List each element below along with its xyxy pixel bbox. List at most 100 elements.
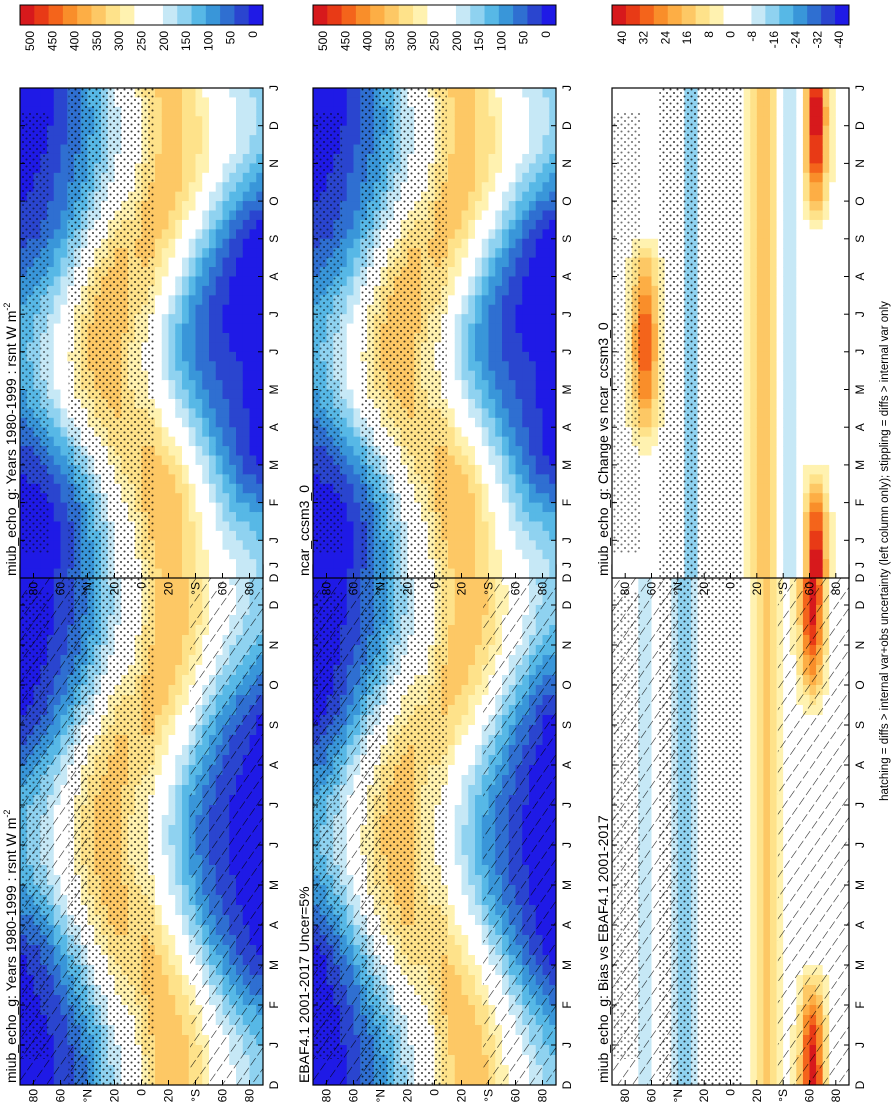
heatmap-cell	[47, 408, 55, 419]
heatmap-cell	[215, 427, 224, 438]
heatmap-cell	[47, 361, 55, 372]
colorbar-tick-label: 8	[702, 31, 716, 38]
heatmap-cell	[236, 106, 244, 117]
heatmap-cell	[155, 635, 163, 646]
heatmap-cell	[195, 267, 203, 278]
heatmap-cell	[155, 1005, 163, 1016]
heatmap-cell	[236, 474, 244, 485]
heatmap-cell	[209, 483, 217, 494]
heatmap-cell	[209, 464, 217, 475]
heatmap-cell	[168, 585, 176, 596]
heatmap-cell	[236, 333, 244, 344]
heatmap-cell	[175, 201, 183, 212]
heatmap-cell	[215, 398, 224, 409]
heatmap-cell	[53, 502, 62, 513]
heatmap-cell	[215, 502, 224, 513]
heatmap-cell	[182, 417, 190, 428]
heatmap-cell	[249, 248, 257, 259]
heatmap-cell	[236, 351, 244, 362]
heatmap-cell	[242, 530, 251, 541]
heatmap-cell	[222, 144, 230, 155]
heatmap-cell	[53, 153, 62, 164]
heatmap-cell	[182, 238, 190, 249]
heatmap-cell	[175, 625, 183, 636]
heatmap-cell	[249, 446, 257, 457]
heatmap-cell	[155, 615, 163, 626]
heatmap-cell	[249, 370, 257, 381]
heatmap-cell	[249, 474, 257, 485]
heatmap-cell	[53, 182, 62, 193]
heatmap-cell	[161, 1065, 170, 1076]
heatmap-cell	[175, 815, 183, 826]
heatmap-cell	[168, 845, 176, 856]
heatmap-cell	[242, 106, 251, 117]
heatmap-cell	[47, 238, 55, 249]
heatmap-cell	[182, 267, 190, 278]
heatmap-cell	[209, 88, 217, 99]
heatmap-cell	[168, 408, 176, 419]
heatmap-cell	[155, 521, 163, 532]
heatmap-cell	[215, 493, 224, 504]
month-tick-label: J	[267, 562, 281, 568]
heatmap-cell	[161, 785, 170, 796]
heatmap-cell	[236, 361, 244, 372]
heatmap-cell	[60, 125, 68, 136]
heatmap-cell	[161, 715, 170, 726]
lat-tick-label: 0	[135, 582, 149, 589]
heatmap-cell	[229, 474, 237, 485]
heatmap-cell	[182, 915, 190, 926]
heatmap-cell	[222, 361, 230, 372]
heatmap-cell	[182, 715, 190, 726]
heatmap-cell	[242, 248, 251, 259]
heatmap-cell	[175, 483, 183, 494]
heatmap-cell	[47, 88, 55, 99]
heatmap-cell	[175, 172, 183, 183]
heatmap-cell	[236, 446, 244, 457]
heatmap-cell	[229, 267, 237, 278]
heatmap-cell	[229, 257, 237, 268]
heatmap-cell	[47, 314, 55, 325]
heatmap-cell	[215, 333, 224, 344]
heatmap-cell	[155, 389, 163, 400]
heatmap-cell	[242, 219, 251, 230]
heatmap-cell	[161, 1055, 170, 1066]
heatmap-cell	[242, 361, 251, 372]
heatmap-cell	[188, 210, 197, 221]
heatmap-cell	[182, 845, 190, 856]
heatmap-cell	[60, 417, 68, 428]
colorbar-swatch	[77, 5, 92, 25]
heatmap-cell	[242, 436, 251, 447]
heatmap-cell	[242, 210, 251, 221]
heatmap-cell	[236, 436, 244, 447]
heatmap-cell	[168, 97, 176, 108]
heatmap-cell	[161, 675, 170, 686]
heatmap-cell	[182, 945, 190, 956]
heatmap-cell	[182, 182, 190, 193]
heatmap-cell	[60, 530, 68, 541]
heatmap-cell	[236, 380, 244, 391]
heatmap-cell	[47, 380, 55, 391]
heatmap-cell	[229, 229, 237, 240]
heatmap-cell	[202, 163, 210, 174]
heatmap-cell	[229, 370, 237, 381]
colorbar-tick-label: 450	[338, 31, 352, 51]
heatmap-cell	[175, 995, 183, 1006]
heatmap-cell	[242, 144, 251, 155]
heatmap-cell	[155, 855, 163, 866]
heatmap-cell	[168, 153, 176, 164]
heatmap-cell	[188, 455, 197, 466]
heatmap-cell	[202, 559, 210, 570]
heatmap-cell	[242, 163, 251, 174]
heatmap-cell	[155, 815, 163, 826]
heatmap-cell	[161, 955, 170, 966]
heatmap-cell	[60, 116, 68, 127]
heatmap-cell	[53, 172, 62, 183]
heatmap-cell	[222, 559, 230, 570]
colorbar-swatch	[20, 5, 35, 25]
month-tick-label: D	[267, 600, 281, 609]
heatmap-cell	[195, 106, 203, 117]
heatmap-cell	[209, 417, 217, 428]
heatmap-cell	[242, 97, 251, 108]
heatmap-cell	[155, 276, 163, 287]
heatmap-cell	[215, 295, 224, 306]
